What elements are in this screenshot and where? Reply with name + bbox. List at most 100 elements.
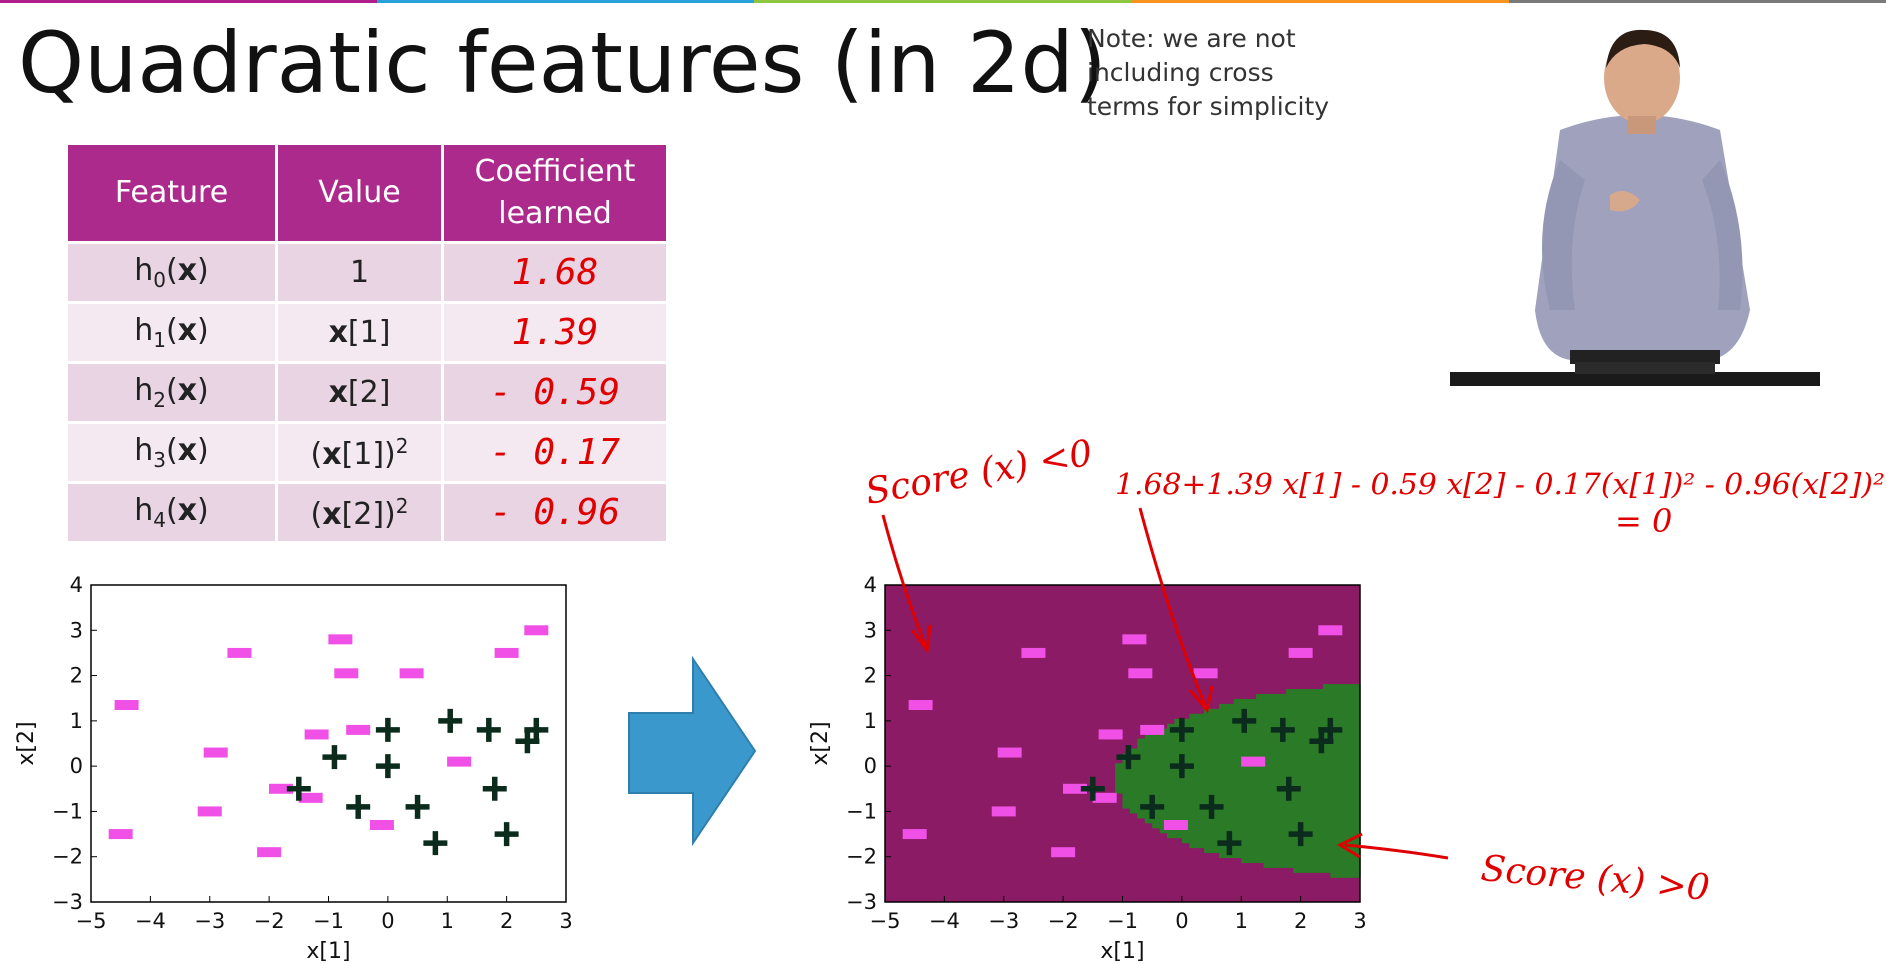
positive-cell	[1256, 733, 1265, 740]
positive-cell	[1256, 797, 1265, 804]
positive-cell	[1337, 822, 1346, 829]
positive-cell	[1330, 758, 1339, 764]
positive-cell	[1278, 743, 1287, 750]
positive-cell	[1181, 733, 1190, 740]
positive-cell	[1278, 713, 1287, 720]
positive-cell	[1263, 773, 1272, 779]
y-tick-label: −3	[52, 890, 83, 914]
positive-cell	[1226, 797, 1235, 804]
positive-cell	[1293, 827, 1302, 834]
positive-cell	[1278, 802, 1287, 809]
positive-cell	[1322, 713, 1331, 720]
positive-cell	[1345, 812, 1354, 819]
positive-cell	[1345, 693, 1354, 700]
positive-cell	[1330, 693, 1339, 700]
positive-cell	[1322, 812, 1331, 819]
positive-cell	[1337, 793, 1346, 799]
positive-cell	[1137, 768, 1146, 774]
positive-cell	[1167, 768, 1176, 774]
positive-cell	[1241, 783, 1250, 789]
positive-cell	[1256, 708, 1265, 715]
positive-cell	[1167, 827, 1176, 834]
positive-point	[476, 717, 501, 742]
positive-cell	[1189, 753, 1198, 759]
positive-cell	[1241, 743, 1250, 750]
x-tick-label: 1	[1235, 909, 1248, 933]
positive-cell	[1196, 743, 1205, 750]
positive-cell	[1144, 773, 1153, 779]
positive-cell	[1211, 783, 1220, 789]
positive-cell	[1159, 763, 1168, 769]
positive-cell	[1144, 797, 1153, 804]
positive-cell	[1263, 748, 1272, 755]
positive-cell	[1248, 817, 1257, 824]
positive-cell	[1278, 797, 1287, 804]
positive-cell	[1181, 832, 1190, 839]
y-tick-label: 4	[70, 573, 83, 597]
positive-cell	[1308, 713, 1317, 720]
positive-cell	[1256, 837, 1265, 844]
positive-cell	[1278, 862, 1287, 868]
positive-cell	[1337, 837, 1346, 844]
positive-cell	[1248, 797, 1257, 804]
positive-cell	[1285, 807, 1294, 814]
positive-cell	[1189, 768, 1198, 774]
positive-cell	[1122, 793, 1131, 799]
positive-cell	[1322, 743, 1331, 750]
positive-cell	[1263, 718, 1272, 725]
positive-cell	[1233, 753, 1242, 759]
positive-cell	[1330, 713, 1339, 720]
positive-cell	[1256, 768, 1265, 774]
positive-cell	[1167, 812, 1176, 819]
positive-cell	[1211, 723, 1220, 730]
positive-cell	[1196, 748, 1205, 755]
x-axis-label: x[1]	[1100, 939, 1144, 964]
positive-cell	[1211, 817, 1220, 824]
positive-cell	[1308, 847, 1317, 854]
positive-cell	[1174, 832, 1183, 839]
positive-cell	[1233, 748, 1242, 755]
positive-cell	[1233, 788, 1242, 794]
presenter-legs	[1575, 362, 1715, 374]
positive-cell	[1196, 822, 1205, 829]
positive-cell	[1181, 718, 1190, 725]
positive-cell	[1174, 733, 1183, 740]
positive-cell	[1256, 753, 1265, 759]
positive-cell	[1263, 708, 1272, 715]
feature-cell: h4(x)	[68, 481, 278, 541]
positive-cell	[1204, 733, 1213, 740]
positive-cell	[1152, 817, 1161, 824]
positive-cell	[1352, 743, 1361, 750]
positive-cell	[1211, 847, 1220, 854]
positive-cell	[1345, 783, 1354, 789]
positive-cell	[1211, 768, 1220, 774]
positive-cell	[1308, 837, 1317, 844]
positive-cell	[1330, 684, 1339, 690]
positive-cell	[1226, 738, 1235, 745]
positive-cell	[1308, 689, 1317, 695]
x-tick-label: −3	[988, 909, 1019, 933]
positive-cell	[1181, 753, 1190, 759]
positive-cell	[1352, 793, 1361, 799]
positive-cell	[1181, 768, 1190, 774]
negative-point	[908, 700, 933, 711]
positive-cell	[1122, 802, 1131, 809]
positive-cell	[1315, 797, 1324, 804]
positive-cell	[1345, 733, 1354, 740]
positive-cell	[1137, 812, 1146, 819]
negative-point	[108, 829, 133, 840]
positive-cell	[1233, 743, 1242, 750]
positive-cell	[1322, 847, 1331, 854]
negative-point	[524, 625, 549, 636]
positive-cell	[1263, 852, 1272, 859]
positive-cell	[1218, 723, 1228, 730]
positive-cell	[1300, 852, 1309, 859]
positive-cell	[1345, 768, 1354, 774]
positive-cell	[1300, 788, 1309, 794]
positive-cell	[1352, 812, 1361, 819]
positive-cell	[1278, 708, 1287, 715]
positive-cell	[1315, 718, 1324, 725]
positive-cell	[1293, 738, 1302, 745]
value-cell: x[1]	[276, 301, 444, 363]
positive-cell	[1300, 713, 1309, 720]
